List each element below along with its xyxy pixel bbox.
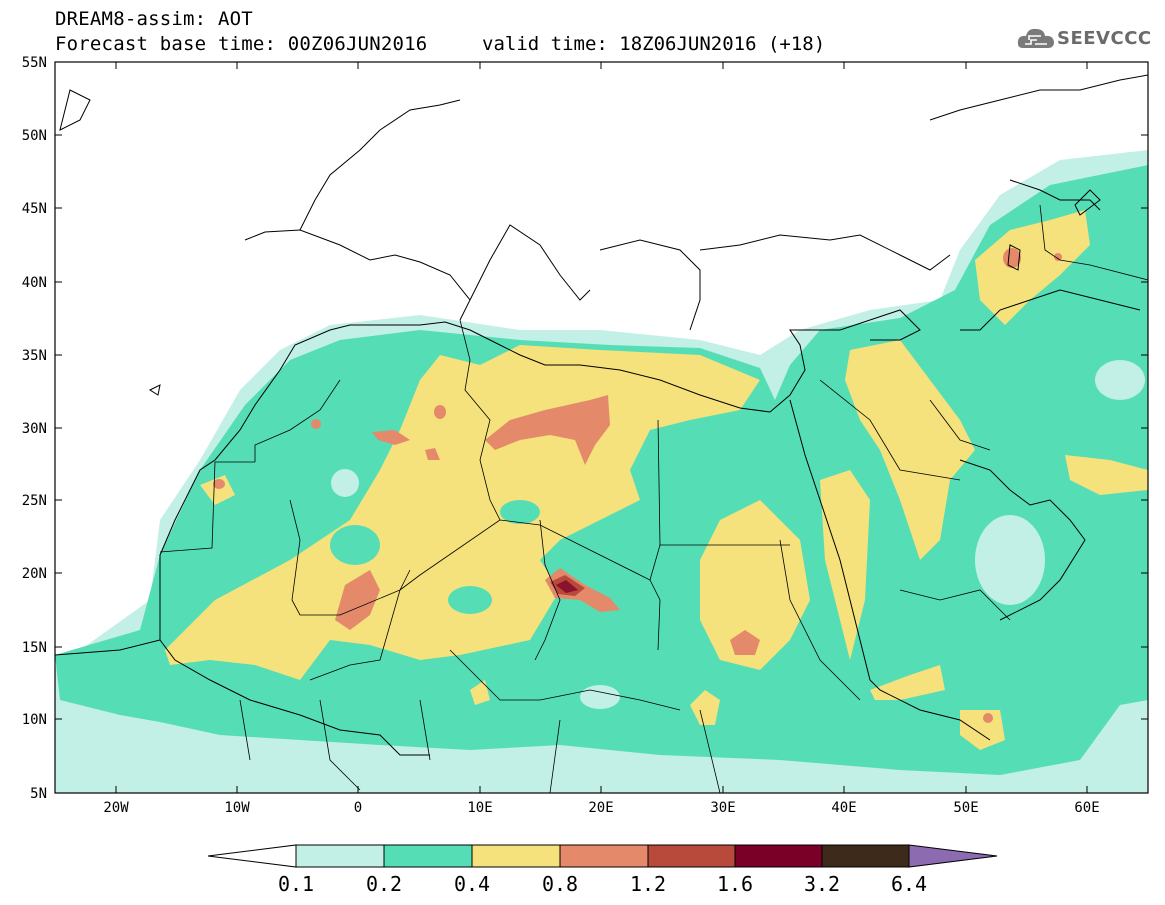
- lat-label: 50N: [22, 128, 47, 144]
- lat-label: 15N: [22, 640, 47, 656]
- colorbar-swatch: [295, 844, 385, 868]
- colorbar-swatch: [471, 844, 561, 868]
- colorbar-swatch: [559, 844, 649, 868]
- forecast-base-time: Forecast base time: 00Z06JUN2016: [55, 33, 428, 55]
- valid-time: valid time: 18Z06JUN2016 (+18): [482, 33, 826, 55]
- latitude-axis: [55, 61, 1148, 794]
- colorbar-swatch: [647, 844, 736, 868]
- lat-label: 35N: [22, 348, 47, 364]
- colorbar-under-arrow: [207, 844, 297, 868]
- lat-label: 55N: [22, 55, 47, 71]
- map-title: DREAM8-assim: AOT: [55, 8, 253, 30]
- colorbar-swatch: [734, 844, 823, 868]
- lon-label: 10E: [467, 800, 492, 816]
- lon-label: 50E: [953, 800, 978, 816]
- lat-label: 20N: [22, 566, 47, 582]
- colorbar-swatch: [383, 844, 473, 868]
- colorbar-label: 0.8: [542, 872, 578, 896]
- colorbar-label: 0.1: [278, 872, 314, 896]
- lon-label: 10W: [224, 800, 250, 816]
- aot-field: [55, 62, 1148, 793]
- colorbar-label: 3.2: [804, 872, 840, 896]
- lat-label: 25N: [22, 493, 47, 509]
- coastlines: [55, 74, 1148, 756]
- colorbar-over-arrow: [908, 844, 998, 868]
- lon-label: 60E: [1074, 800, 1099, 816]
- lon-label: 40E: [831, 800, 856, 816]
- lat-label: 10N: [22, 712, 47, 728]
- seevccc-logo: SEEVCCC: [1017, 24, 1152, 54]
- colorbar-label: 1.6: [717, 872, 753, 896]
- aot-darkred-zone: [556, 580, 578, 593]
- longitude-labels: 20W 10W 0 10E 20E 30E 40E 50E 60E: [103, 800, 1099, 816]
- lon-label: 30E: [710, 800, 735, 816]
- lat-label: 30N: [22, 421, 47, 437]
- lat-label: 45N: [22, 201, 47, 217]
- colorbar-label: 1.2: [630, 872, 666, 896]
- longitude-axis: [115, 62, 1088, 793]
- logo-text: SEEVCCC: [1057, 28, 1152, 49]
- lon-label: 20E: [588, 800, 613, 816]
- colorbar-label: 0.4: [454, 872, 490, 896]
- latitude-labels: 55N 50N 45N 40N 35N 30N 25N 20N 15N 10N …: [22, 55, 47, 802]
- colorbar-label: 6.4: [891, 872, 927, 896]
- aot-yellow-zone: [165, 345, 760, 680]
- cloud-icon: [1017, 28, 1054, 48]
- lat-label: 40N: [22, 275, 47, 291]
- country-borders: [159, 204, 1148, 793]
- colorbar-swatch: [821, 844, 910, 868]
- colorbar-label: 0.2: [366, 872, 402, 896]
- lon-label: 0: [354, 800, 362, 816]
- aot-salmon-zone: [485, 395, 610, 465]
- colorbar: [207, 844, 998, 868]
- lat-label: 5N: [30, 786, 47, 802]
- lon-label: 20W: [103, 800, 129, 816]
- colorbar-labels: 0.1 0.2 0.4 0.8 1.2 1.6 3.2 6.4: [278, 872, 927, 896]
